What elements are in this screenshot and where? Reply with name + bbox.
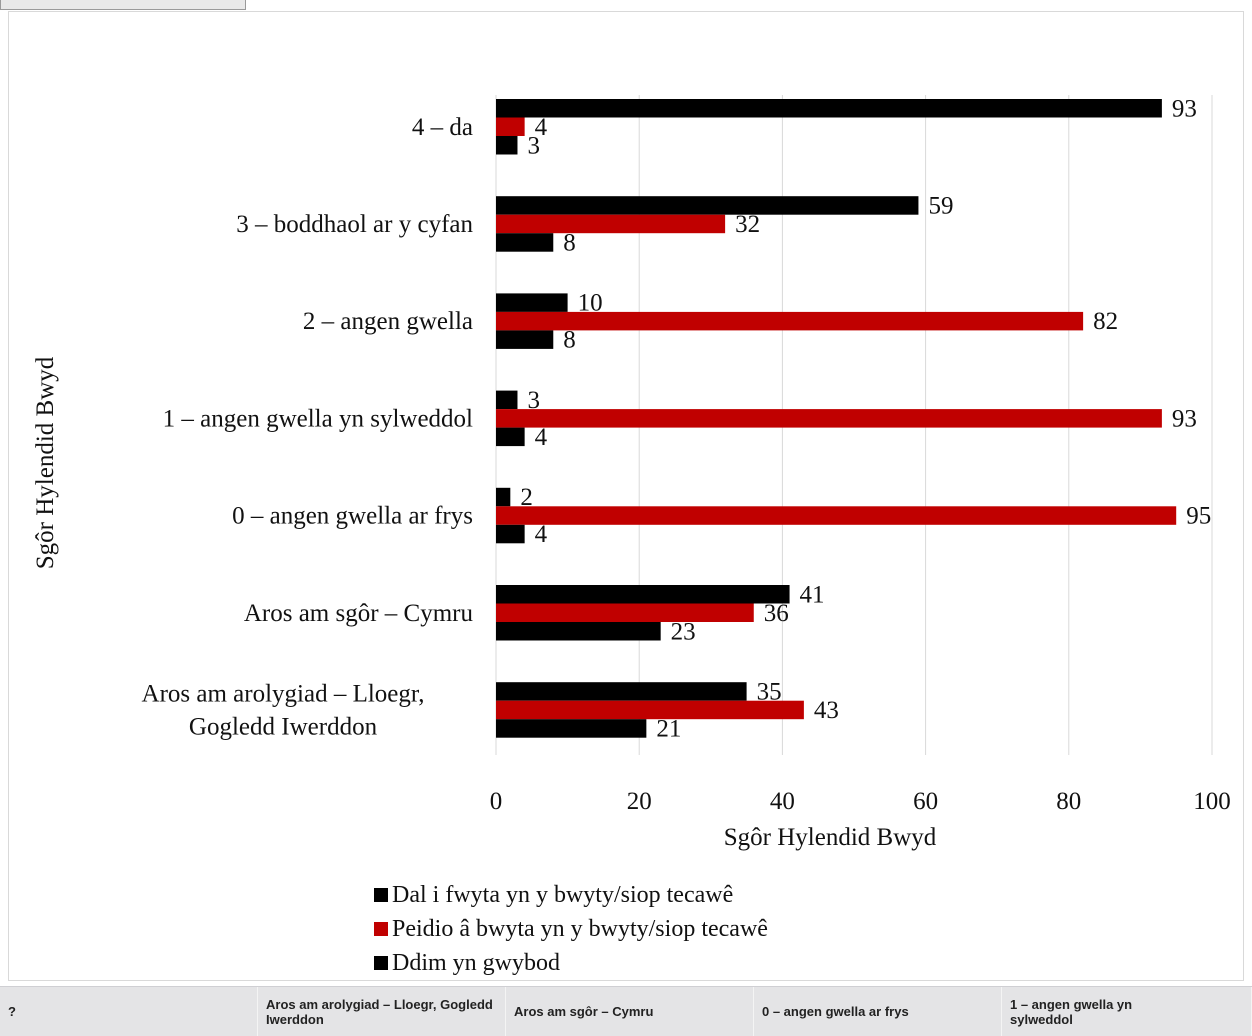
- data-label: 59: [928, 192, 953, 219]
- category-label: Aros am sgôr – Cymru: [244, 600, 474, 627]
- y-axis-title: Sgôr Hylendid Bwyd: [32, 356, 59, 569]
- legend-label: Dal i fwyta yn y bwyty/siop tecawê: [392, 882, 734, 908]
- data-label: 3: [527, 387, 540, 414]
- data-table-header: ? Aros am arolygiad – Lloegr, Gogledd Iw…: [0, 986, 1252, 1036]
- data-label: 93: [1172, 405, 1197, 432]
- bar: [496, 136, 518, 155]
- x-tick-label: 100: [1193, 788, 1231, 815]
- x-tick-label: 20: [627, 788, 652, 815]
- table-header-cell[interactable]: Aros am arolygiad – Lloegr, Gogledd Iwer…: [258, 987, 506, 1036]
- bar: [496, 99, 1162, 118]
- data-label: 4: [535, 114, 548, 141]
- bar: [496, 506, 1177, 525]
- data-label: 23: [671, 618, 696, 645]
- bar: [496, 311, 1084, 331]
- bar: [496, 719, 647, 738]
- data-label: 43: [814, 697, 839, 724]
- legend-swatch-red: [374, 922, 388, 936]
- data-label: 36: [764, 600, 789, 627]
- data-label: 21: [656, 715, 681, 742]
- legend-swatch-black: [374, 956, 388, 970]
- category-label: 3 – boddhaol ar y cyfan: [236, 211, 473, 238]
- bar: [496, 427, 525, 447]
- category-label: 2 – angen gwella: [303, 308, 473, 335]
- bar: [496, 487, 511, 507]
- legend-item-dont-know: Ddim yn gwybod: [374, 946, 768, 980]
- data-label: 41: [800, 581, 825, 608]
- x-tick-label: 0: [490, 788, 503, 815]
- legend-label: Ddim yn gwybod: [392, 950, 560, 976]
- legend-swatch-black: [374, 888, 388, 902]
- bar: [496, 196, 919, 215]
- bar: [496, 524, 525, 544]
- bar: [496, 214, 726, 234]
- table-header-label: Aros am sgôr – Cymru: [514, 1004, 654, 1019]
- table-header-label: ?: [8, 1004, 16, 1019]
- chart-legend: Dal i fwyta yn y bwyty/siop tecawê Peidi…: [374, 878, 768, 980]
- category-label: Aros am arolygiad – Lloegr,: [142, 680, 425, 707]
- legend-item-stop-eating: Peidio â bwyta yn y bwyty/siop tecawê: [374, 912, 768, 946]
- bar: [496, 330, 554, 349]
- table-header-label: Aros am arolygiad – Lloegr, Gogledd Iwer…: [266, 996, 493, 1027]
- table-header-cell[interactable]: ?: [0, 987, 258, 1036]
- x-tick-label: 60: [913, 788, 938, 815]
- bar: [496, 233, 554, 252]
- bar: [496, 700, 804, 720]
- legend-item-keep-eating: Dal i fwyta yn y bwyty/siop tecawê: [374, 878, 768, 912]
- data-label: 93: [1172, 95, 1197, 122]
- data-label: 82: [1093, 308, 1118, 335]
- table-header-cell[interactable]: 1 – angen gwella yn sylweddol: [1002, 987, 1252, 1036]
- data-label: 95: [1186, 503, 1211, 530]
- bar: [496, 293, 568, 312]
- bar: [496, 409, 1162, 428]
- table-header-label: 1 – angen gwella yn sylweddol: [1010, 996, 1133, 1027]
- bar: [496, 585, 790, 604]
- legend-label: Peidio â bwyta yn y bwyty/siop tecawê: [392, 916, 768, 942]
- data-label: 8: [563, 327, 576, 354]
- x-tick-label: 80: [1056, 788, 1081, 815]
- category-label: 1 – angen gwella yn sylweddol: [163, 405, 473, 432]
- category-label: 0 – angen gwella ar frys: [232, 503, 473, 530]
- category-label: 4 – da: [412, 114, 473, 141]
- data-label: 32: [735, 211, 760, 238]
- table-header-cell[interactable]: Aros am sgôr – Cymru: [506, 987, 754, 1036]
- category-label: Gogledd Iwerddon: [189, 713, 378, 740]
- table-header-label: 0 – angen gwella ar frys: [762, 1004, 909, 1019]
- data-label: 4: [535, 521, 548, 548]
- bar: [496, 390, 518, 410]
- data-label: 4: [535, 424, 548, 451]
- x-tick-label: 40: [770, 788, 795, 815]
- table-header-cell[interactable]: 0 – angen gwella ar frys: [754, 987, 1002, 1036]
- chart-frame: 0 20 40 60 80 100 93 4 3 4 – da 59 32 8 3 – boddhaol …: [8, 11, 1244, 981]
- data-label: 8: [563, 229, 576, 256]
- bar: [496, 603, 754, 622]
- bar: [496, 682, 747, 701]
- bar: [496, 117, 525, 136]
- data-label: 2: [520, 484, 533, 511]
- bar: [496, 622, 661, 641]
- x-axis-title: Sgôr Hylendid Bwyd: [724, 824, 937, 851]
- data-label: 3: [527, 132, 540, 159]
- view-toggle-tab[interactable]: [0, 0, 246, 10]
